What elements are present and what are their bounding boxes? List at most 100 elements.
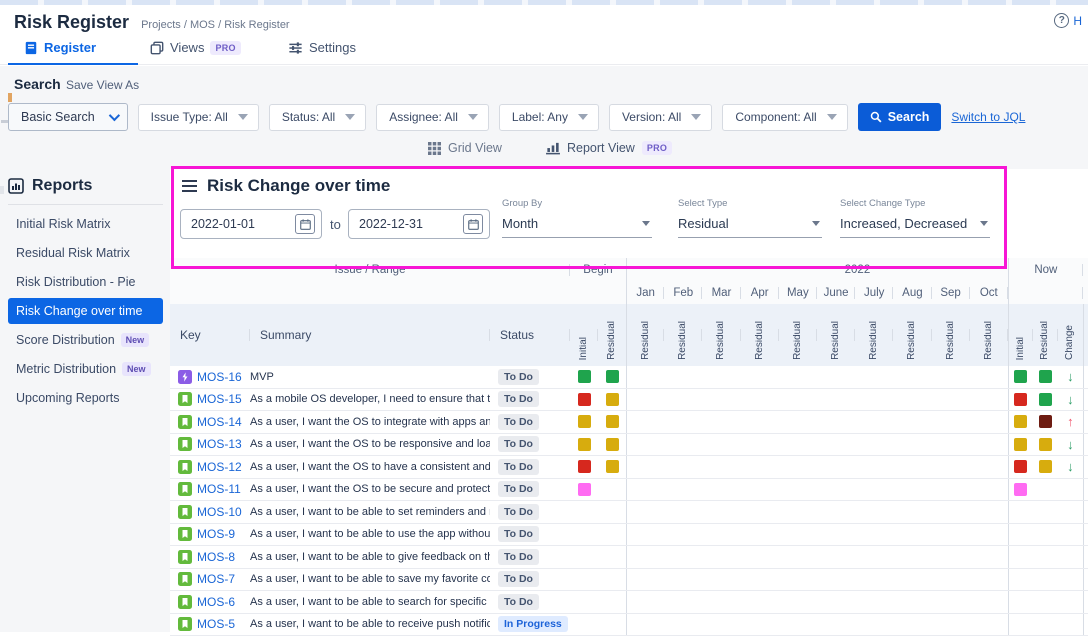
now-initial-cell	[1008, 569, 1033, 591]
begin-residual-cell	[598, 434, 626, 456]
issue-summary: As a mobile OS developer, I need to ensu…	[250, 389, 490, 411]
caret-down-icon	[691, 114, 701, 120]
now-residual-cell	[1033, 591, 1058, 613]
begin-initial-cell	[570, 434, 598, 456]
issue-key-link[interactable]: MOS-9	[197, 527, 235, 541]
risk-square	[1014, 415, 1027, 428]
sidebar-item-metric-distribution[interactable]: Metric DistributionNew	[8, 356, 163, 382]
filter-pill[interactable]: Status: All	[269, 104, 366, 131]
date-to-input[interactable]: 2022-12-31	[348, 209, 490, 239]
tab-settings[interactable]: Settings	[288, 40, 356, 55]
table-row: MOS-15 As a mobile OS developer, I need t…	[170, 389, 1088, 412]
sidebar-items: Initial Risk Matrix Residual Risk Matrix R…	[8, 211, 163, 411]
sidebar-item-risk-change-over-time[interactable]: Risk Change over time	[8, 298, 163, 324]
month-header: June	[817, 282, 855, 304]
select-type-select[interactable]: Select Type Residual	[678, 198, 822, 238]
switch-to-jql-link[interactable]: Switch to JQL	[951, 110, 1025, 124]
filter-pill[interactable]: Assignee: All	[376, 104, 489, 131]
issue-summary: As a user, I want the OS to be responsiv…	[250, 434, 490, 456]
status-badge: To Do	[498, 436, 539, 452]
caret-down-icon	[238, 114, 248, 120]
tab-register[interactable]: Register	[24, 40, 96, 55]
now-initial-cell	[1008, 411, 1033, 433]
calendar-icon[interactable]	[295, 214, 315, 234]
risk-square	[578, 393, 591, 406]
story-icon	[178, 550, 192, 564]
select-change-type-select[interactable]: Select Change Type Increased, Decreased	[840, 198, 990, 238]
months-span-cell	[626, 411, 1008, 433]
caret-down-icon	[468, 114, 478, 120]
now-residual-cell	[1033, 366, 1058, 388]
view-toggle: Grid View Report View PRO	[428, 141, 672, 155]
sidebar-item-score-distribution[interactable]: Score DistributionNew	[8, 327, 163, 353]
issue-key-link[interactable]: MOS-12	[197, 460, 242, 474]
now-residual-cell	[1033, 524, 1058, 546]
issue-key-link[interactable]: MOS-7	[197, 572, 235, 586]
now-residual-cell	[1033, 479, 1058, 501]
filter-pill[interactable]: Label: Any	[499, 104, 599, 131]
story-icon	[178, 572, 192, 586]
table-row: MOS-12As a user, I want the OS to have a…	[170, 456, 1088, 479]
group-now: Now	[1008, 258, 1083, 282]
now-residual-cell	[1033, 456, 1058, 478]
help-icon[interactable]: ?	[1054, 13, 1069, 28]
tab-views[interactable]: Views PRO	[150, 40, 241, 55]
issue-key-link[interactable]: MOS-8	[197, 550, 235, 564]
change-cell	[1058, 479, 1083, 501]
col-month-residual: Residual	[970, 304, 1008, 366]
risk-square	[606, 415, 619, 428]
change-cell: ↓	[1058, 434, 1083, 456]
story-icon	[178, 595, 192, 609]
begin-residual-cell	[598, 366, 626, 388]
report-title-row: Risk Change over time	[182, 176, 390, 196]
now-residual-cell	[1033, 569, 1058, 591]
change-cell	[1058, 501, 1083, 523]
status-badge: To Do	[498, 594, 539, 610]
issue-key-link[interactable]: MOS-6	[197, 595, 235, 609]
status-badge: To Do	[498, 459, 539, 475]
filter-pill[interactable]: Version: All	[609, 104, 712, 131]
month-header: Aug	[893, 282, 931, 304]
issue-key-link[interactable]: MOS-10	[197, 505, 242, 519]
sidebar-item-upcoming-reports[interactable]: Upcoming Reports	[8, 385, 163, 411]
issue-key-link[interactable]: MOS-14	[197, 415, 242, 429]
date-from-input[interactable]: 2022-01-01	[180, 209, 322, 239]
risk-square	[1039, 438, 1052, 451]
save-view-as-link[interactable]: Save View As	[66, 78, 139, 92]
story-icon	[178, 482, 192, 496]
caret-down-icon	[642, 221, 650, 226]
filter-pill[interactable]: Component: All	[722, 104, 847, 131]
col-key: Key	[170, 304, 250, 366]
story-icon	[178, 527, 192, 541]
issue-key-link[interactable]: MOS-11	[197, 482, 241, 496]
begin-residual-cell	[598, 569, 626, 591]
help-link-fragment[interactable]: H	[1073, 14, 1082, 28]
filter-pill[interactable]: Issue Type: All	[138, 104, 259, 131]
sidebar-item-residual-risk-matrix[interactable]: Residual Risk Matrix	[8, 240, 163, 266]
table-group-header-row: Issue / Range Begin 2022 Now	[170, 258, 1088, 282]
report-view-toggle[interactable]: Report View PRO	[546, 141, 672, 155]
issue-key-link[interactable]: MOS-15	[197, 392, 242, 406]
months-span-cell	[626, 456, 1008, 478]
sliders-icon	[288, 41, 303, 55]
sidebar-item-risk-distribution-pie[interactable]: Risk Distribution - Pie	[8, 269, 163, 295]
hamburger-icon[interactable]	[182, 180, 197, 192]
now-initial-cell	[1008, 501, 1033, 523]
group-by-select[interactable]: Group By Month	[502, 198, 652, 238]
table-row: MOS-16MVPTo Do↓	[170, 366, 1088, 389]
table-row: MOS-11 As a user, I want the OS to be sec…	[170, 479, 1088, 502]
issue-key-link[interactable]: MOS-13	[197, 437, 242, 451]
grid-view-toggle[interactable]: Grid View	[428, 141, 502, 155]
search-mode-dropdown[interactable]: Basic Search	[8, 103, 128, 131]
issue-summary: As a user, I want to be able to set remi…	[250, 501, 490, 523]
calendar-icon[interactable]	[463, 214, 483, 234]
issue-summary: As a user, I want to be able to use the …	[250, 524, 490, 546]
table-row: MOS-6As a user, I want to be able to sea…	[170, 591, 1088, 614]
filter-row: Basic Search Issue Type: All Status: All A…	[8, 103, 1025, 131]
issue-key-link[interactable]: MOS-5	[197, 617, 235, 631]
col-month-residual: Residual	[626, 304, 664, 366]
issue-summary: As a user, I want the OS to be secure an…	[250, 479, 490, 501]
issue-key-link[interactable]: MOS-16	[197, 370, 242, 384]
sidebar-item-initial-risk-matrix[interactable]: Initial Risk Matrix	[8, 211, 163, 237]
search-button[interactable]: Search	[858, 103, 942, 131]
